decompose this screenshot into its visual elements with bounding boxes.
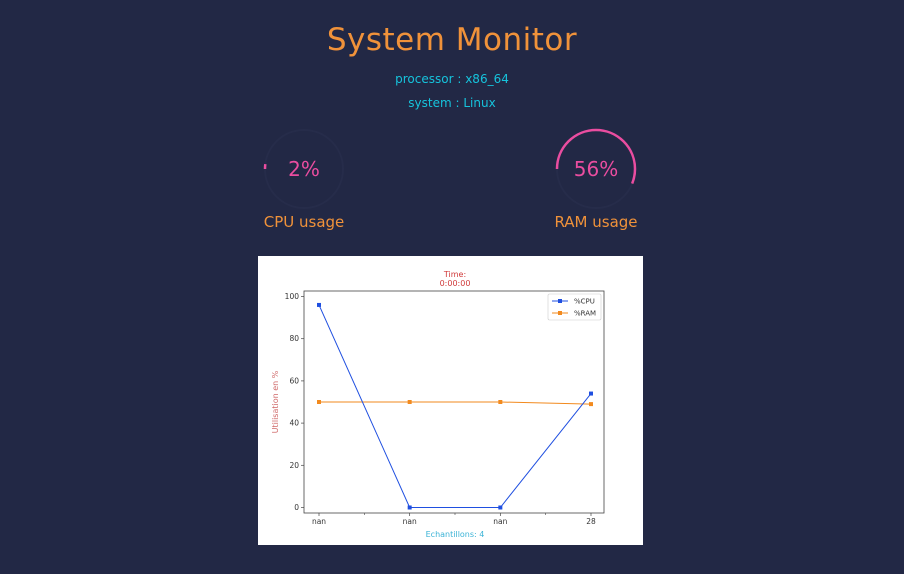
x-tick-label: nan <box>403 517 417 526</box>
legend-ram-label: %RAM <box>574 310 596 318</box>
x-tick-label: nan <box>493 517 507 526</box>
plot-frame <box>303 290 605 514</box>
chart-title-line-1: Time: <box>443 270 466 279</box>
ram-gauge-label: RAM usage <box>554 213 638 231</box>
ram-gauge-arc <box>555 128 637 210</box>
data-point-cpu <box>317 302 321 307</box>
legend-cpu-marker <box>558 299 562 303</box>
y-tick-label: 60 <box>289 376 299 385</box>
cpu-gauge-label: CPU usage <box>263 213 345 231</box>
data-point-ram <box>407 400 412 404</box>
data-point-cpu <box>589 391 593 396</box>
data-point-ram <box>589 402 593 407</box>
usage-chart-panel: Time: 0:00:00 Utilisation en % Echantill… <box>258 256 643 545</box>
y-tick-label: 20 <box>289 461 299 470</box>
x-tick-label: 28 <box>586 517 596 526</box>
y-tick-label: 80 <box>289 334 299 343</box>
cpu-gauge-ring <box>263 128 345 210</box>
system-info: system : Linux <box>408 96 496 110</box>
data-point-cpu <box>407 505 412 510</box>
processor-info: processor : x86_64 <box>395 72 509 86</box>
x-tick-label: nan <box>312 517 326 526</box>
series-layer <box>317 302 593 510</box>
data-point-ram <box>317 400 321 404</box>
data-point-ram <box>498 400 503 404</box>
ram-gauge-value: 56% <box>573 157 619 181</box>
data-point-cpu <box>498 505 503 510</box>
cpu-gauge-arc <box>263 128 345 210</box>
legend-ram-marker <box>558 311 562 315</box>
y-tick-label: 100 <box>285 292 300 301</box>
x-axis-label: Echantillons: 4 <box>426 530 485 539</box>
legend-cpu-label: %CPU <box>574 298 595 306</box>
page-title: System Monitor <box>326 22 578 58</box>
ram-gauge-ring <box>555 128 637 210</box>
usage-chart: Time: 0:00:00 Utilisation en % Echantill… <box>271 270 605 539</box>
y-tick-label: 0 <box>294 503 299 512</box>
y-tick-label: 40 <box>289 419 299 428</box>
ram-gauge: 56% <box>554 127 638 211</box>
series-line-cpu <box>318 304 592 508</box>
chart-title-line-2: 0:00:00 <box>440 279 471 288</box>
cpu-gauge-value: 2% <box>288 157 320 181</box>
y-axis-label: Utilisation en % <box>271 370 280 433</box>
series-line-ram <box>319 401 592 405</box>
y-ticks: 0 20 40 60 80 100 <box>285 292 304 512</box>
x-ticks: nan nan nan 28 <box>312 513 596 526</box>
cpu-gauge: 2% <box>262 127 346 211</box>
legend: %CPU %RAM <box>547 293 602 321</box>
